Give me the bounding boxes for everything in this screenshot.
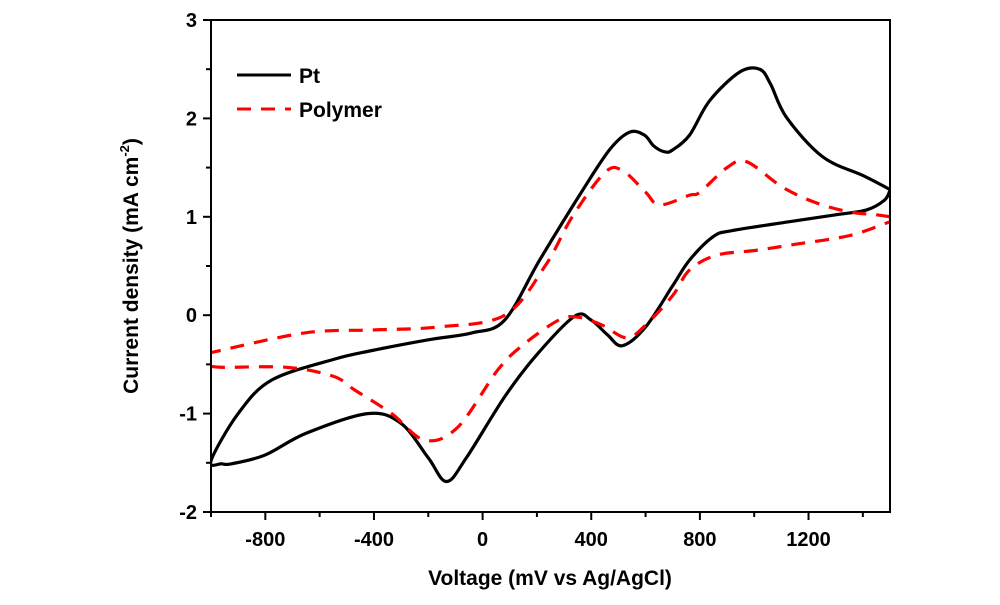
y-axis-label-main: Current density (mA cm bbox=[120, 157, 143, 394]
legend: Pt Polymer bbox=[237, 65, 382, 122]
legend-label-polymer: Polymer bbox=[299, 99, 382, 122]
x-axis-label: Voltage (mV vs Ag/AgCl) bbox=[428, 567, 672, 590]
series-polymer-line bbox=[211, 158, 890, 355]
legend-label-pt: Pt bbox=[299, 65, 320, 88]
x-axis-ticks: -800 -400 0 400 800 1200 bbox=[210, 512, 864, 551]
y-tick-label: 1 bbox=[186, 207, 197, 229]
series-pt-line bbox=[211, 66, 890, 484]
x-tick-label: -400 bbox=[354, 529, 394, 551]
y-axis-label: Current density (mA cm-2) bbox=[117, 138, 143, 394]
x-tick-label: 0 bbox=[477, 529, 488, 551]
x-tick-label: 800 bbox=[683, 529, 716, 551]
y-tick-label: 3 bbox=[186, 10, 197, 32]
x-tick-label: -800 bbox=[245, 529, 285, 551]
y-tick-label: 0 bbox=[186, 305, 197, 327]
y-axis-label-sup: -2 bbox=[117, 145, 132, 157]
y-axis-label-end: ) bbox=[120, 138, 143, 145]
y-tick-label: 2 bbox=[186, 108, 197, 130]
x-tick-label: 1200 bbox=[786, 529, 831, 551]
y-tick-label: -2 bbox=[179, 502, 197, 524]
plot-curves bbox=[211, 66, 890, 484]
plot-frame bbox=[210, 19, 891, 513]
x-tick-label: 400 bbox=[575, 529, 608, 551]
y-axis-ticks: -2 -1 0 1 2 3 bbox=[179, 10, 211, 524]
y-tick-label: -1 bbox=[179, 404, 197, 426]
